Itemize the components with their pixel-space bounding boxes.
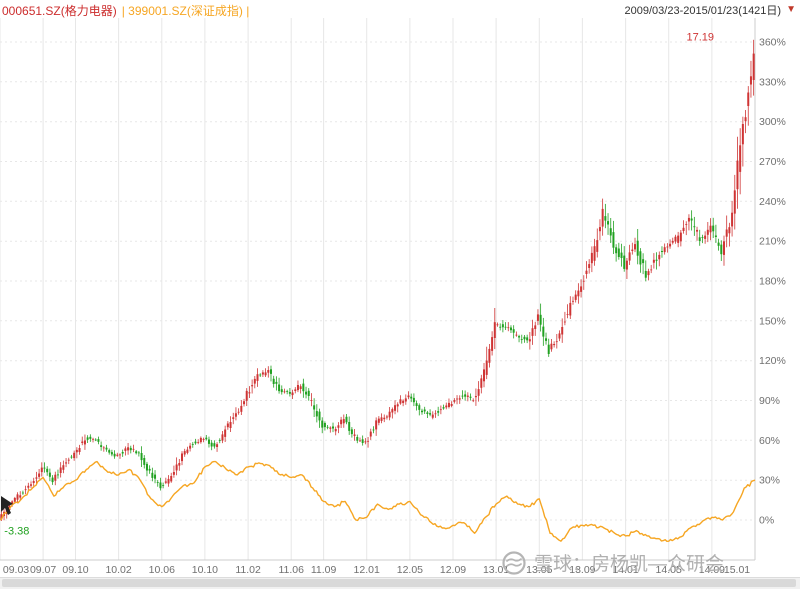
candlestick-series	[0, 39, 755, 521]
svg-text:09.03: 09.03	[3, 564, 29, 576]
svg-text:09.07: 09.07	[30, 564, 56, 576]
stock-symbol-label[interactable]: 000651.SZ(格力电器)	[2, 3, 117, 18]
svg-text:15.01: 15.01	[724, 564, 750, 576]
svg-text:11.02: 11.02	[235, 564, 261, 576]
svg-text:10.06: 10.06	[149, 564, 175, 576]
svg-text:30%: 30%	[759, 475, 780, 487]
svg-text:330%: 330%	[759, 76, 786, 88]
svg-text:13.09: 13.09	[569, 564, 595, 576]
svg-text:360%: 360%	[759, 37, 786, 49]
xueqiu-logo-icon	[502, 550, 526, 575]
watermark-text: 雪球：房杨凯—众研会	[533, 554, 724, 575]
svg-text:09.10: 09.10	[62, 564, 88, 576]
svg-text:13.01: 13.01	[483, 564, 509, 576]
svg-text:300%: 300%	[759, 116, 786, 128]
svg-text:150%: 150%	[759, 315, 786, 327]
svg-text:10.02: 10.02	[105, 564, 131, 576]
svg-text:120%: 120%	[759, 355, 786, 367]
svg-text:13.05: 13.05	[526, 564, 552, 576]
svg-text:0%: 0%	[759, 515, 774, 527]
date-range-label: 2009/03/23-2015/01/23(1421日)	[624, 5, 782, 17]
svg-text:60%: 60%	[759, 435, 780, 447]
watermark: 雪球：房杨凯—众研会	[501, 549, 724, 576]
svg-text:14.01: 14.01	[612, 564, 638, 576]
index-line	[0, 460, 756, 542]
svg-text:270%: 270%	[759, 156, 786, 168]
svg-text:240%: 240%	[759, 196, 786, 208]
price-annotation: 17.19	[686, 32, 714, 44]
svg-text:14.09: 14.09	[699, 564, 725, 576]
dropdown-arrow-icon[interactable]: ▼	[786, 4, 796, 15]
price-annotation: -3.38	[4, 526, 29, 538]
x-axis-labels: 09.03 09.07 09.10 10.02 10.06 10.10 11.02 11.06…	[3, 564, 750, 576]
svg-text:11.09: 11.09	[311, 564, 337, 576]
svg-text:14.05: 14.05	[656, 564, 682, 576]
horizontal-scrollbar[interactable]	[0, 577, 800, 589]
svg-text:12.09: 12.09	[440, 564, 466, 576]
svg-text:210%: 210%	[759, 236, 786, 248]
svg-text:10.10: 10.10	[192, 564, 218, 576]
svg-text:11.06: 11.06	[278, 564, 304, 576]
gridlines	[0, 18, 756, 561]
mouse-cursor	[1, 496, 13, 515]
svg-text:90%: 90%	[759, 395, 780, 407]
svg-text:12.01: 12.01	[354, 564, 380, 576]
chart-header: 000651.SZ(格力电器) | 399001.SZ(深证成指) | 2009…	[0, 0, 800, 18]
svg-text:180%: 180%	[759, 276, 786, 288]
svg-text:12.05: 12.05	[397, 564, 423, 576]
y-axis-labels: 360% 330% 300% 270% 240% 210% 180% 150% 120% 90% 6…	[759, 37, 786, 527]
scrollbar-thumb[interactable]	[2, 579, 796, 587]
index-symbol-label[interactable]: | 399001.SZ(深证成指) |	[121, 3, 250, 18]
